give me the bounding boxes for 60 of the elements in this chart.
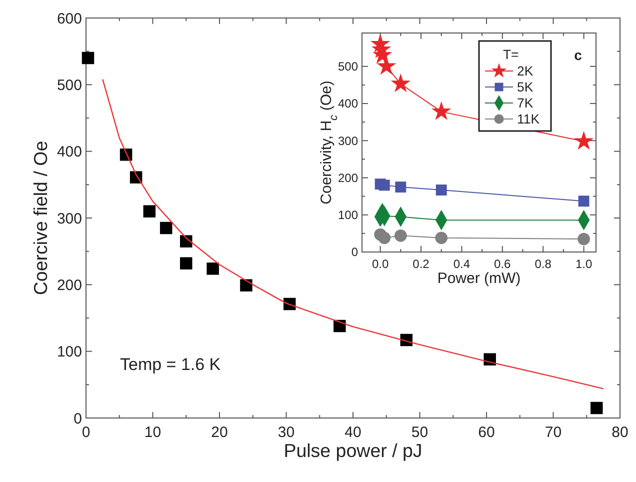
y-tick-label: 200 (338, 170, 358, 185)
x-tick-label: 1.0 (575, 257, 592, 271)
x-tick-label: 0.8 (534, 257, 552, 271)
x-tick-label: 0.2 (412, 257, 430, 271)
point (574, 131, 594, 150)
x-tick-label: 20 (211, 424, 228, 441)
y-tick-label: 300 (338, 134, 358, 148)
point (390, 74, 410, 92)
y-tick-label: 200 (56, 276, 82, 294)
x-tick-label: 60 (478, 424, 495, 441)
point (395, 182, 406, 193)
y-tick-label: 400 (338, 96, 358, 111)
point (334, 320, 346, 332)
y-tick-label: 0 (74, 410, 82, 428)
x-tick-label: 0.6 (494, 257, 512, 271)
y-tick-label: 300 (56, 210, 82, 228)
point (436, 184, 447, 196)
x-tick-label: 0.0 (372, 257, 389, 271)
point (376, 56, 396, 75)
point (180, 257, 192, 270)
y-tick-label: 0 (351, 245, 358, 260)
point (435, 232, 448, 244)
y-tick-label: 500 (338, 60, 358, 74)
legend-label: 11K (517, 112, 540, 127)
x-tick-label: 0.4 (453, 257, 470, 271)
point (484, 353, 496, 366)
y-tick-label: 400 (56, 144, 82, 161)
point (180, 235, 192, 248)
point (378, 232, 391, 244)
legend-label: 5K (517, 80, 534, 95)
legend-label: 7K (517, 96, 534, 111)
point (82, 52, 94, 64)
x-tick-label: 70 (544, 424, 562, 441)
point (394, 230, 407, 242)
point (590, 402, 603, 414)
x-tick-label: 10 (144, 424, 162, 441)
legend-title: T= (503, 47, 520, 62)
legend-label: 2K (517, 64, 534, 79)
y-axis-title: Coercive field / Oe (30, 140, 51, 296)
x-axis-title: Pulse power / pJ (284, 440, 422, 461)
point (578, 232, 590, 246)
point (240, 279, 252, 292)
x-tick-label: 30 (278, 424, 295, 441)
y-tick-label: 500 (56, 76, 82, 94)
annotation: Temp = 1.6 K (120, 355, 222, 374)
line-series (102, 78, 604, 390)
y-tick-label: 100 (338, 208, 358, 222)
x-tick-label: 40 (344, 424, 362, 441)
point (160, 222, 172, 234)
point (432, 101, 452, 120)
x-axis-title: Power (mW) (437, 270, 521, 288)
point (143, 205, 156, 218)
point (206, 262, 219, 275)
x-tick-label: 80 (612, 424, 628, 441)
y-tick-label: 100 (56, 344, 82, 361)
x-tick-label: 50 (411, 424, 428, 441)
point (578, 196, 590, 207)
y-tick-label: 600 (56, 10, 82, 28)
annotation: c (574, 47, 582, 63)
point (378, 180, 390, 191)
